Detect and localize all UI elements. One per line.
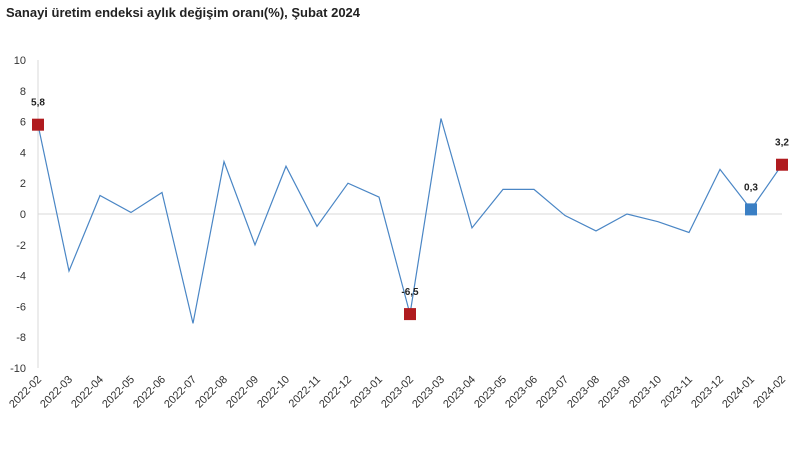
plot-area: 5,8 -6,5 0,3 3,2 xyxy=(31,98,789,324)
x-axis: 2022-022022-032022-042022-052022-062022-… xyxy=(7,374,788,411)
x-tick-label: 2023-07 xyxy=(534,374,571,411)
y-tick-label: -2 xyxy=(16,240,26,252)
x-tick-label: 2022-10 xyxy=(255,374,292,411)
y-tick-label: 2 xyxy=(20,178,26,190)
x-tick-label: 2023-03 xyxy=(410,374,447,411)
y-tick-label: 10 xyxy=(14,55,26,67)
x-tick-label: 2024-01 xyxy=(720,374,757,411)
data-point-marker xyxy=(404,308,416,321)
y-tick-label: 4 xyxy=(20,147,26,159)
y-tick-label: 6 xyxy=(20,117,26,129)
x-tick-label: 2022-08 xyxy=(193,374,230,411)
x-tick-label: 2022-11 xyxy=(287,374,323,410)
data-point-marker xyxy=(776,158,788,171)
y-tick-label: 8 xyxy=(20,86,26,98)
x-tick-label: 2023-06 xyxy=(503,374,540,411)
data-point-marker xyxy=(745,203,757,216)
x-tick-label: 2023-05 xyxy=(472,374,509,411)
x-tick-label: 2023-01 xyxy=(348,374,385,411)
data-label: -6,5 xyxy=(401,287,419,298)
y-tick-label: -10 xyxy=(10,363,26,375)
y-tick-label: -8 xyxy=(16,332,26,344)
x-tick-label: 2023-09 xyxy=(596,374,633,411)
y-tick-label: -6 xyxy=(16,301,26,313)
data-point-marker xyxy=(32,118,44,131)
data-label: 5,8 xyxy=(31,98,45,109)
x-tick-label: 2023-11 xyxy=(659,374,695,410)
x-tick-label: 2022-02 xyxy=(7,374,44,411)
x-tick-label: 2023-10 xyxy=(627,374,664,411)
x-tick-label: 2022-12 xyxy=(317,374,354,411)
y-tick-label: -4 xyxy=(16,271,26,283)
x-tick-label: 2023-12 xyxy=(689,374,726,411)
x-tick-label: 2022-04 xyxy=(69,374,106,411)
x-tick-label: 2023-04 xyxy=(441,374,478,411)
x-tick-label: 2022-09 xyxy=(224,374,261,411)
x-tick-label: 2022-05 xyxy=(100,374,137,411)
x-tick-label: 2022-03 xyxy=(38,374,75,411)
x-tick-label: 2022-06 xyxy=(131,374,168,411)
x-tick-label: 2022-07 xyxy=(162,374,199,411)
y-tick-label: 0 xyxy=(20,209,26,221)
chart-title: Sanayi üretim endeksi aylık değişim oran… xyxy=(6,5,361,20)
x-tick-label: 2023-02 xyxy=(379,374,416,411)
data-label: 0,3 xyxy=(744,182,758,193)
x-tick-label: 2023-08 xyxy=(565,374,602,411)
data-label: 3,2 xyxy=(775,138,789,149)
x-tick-label: 2024-02 xyxy=(751,374,788,411)
